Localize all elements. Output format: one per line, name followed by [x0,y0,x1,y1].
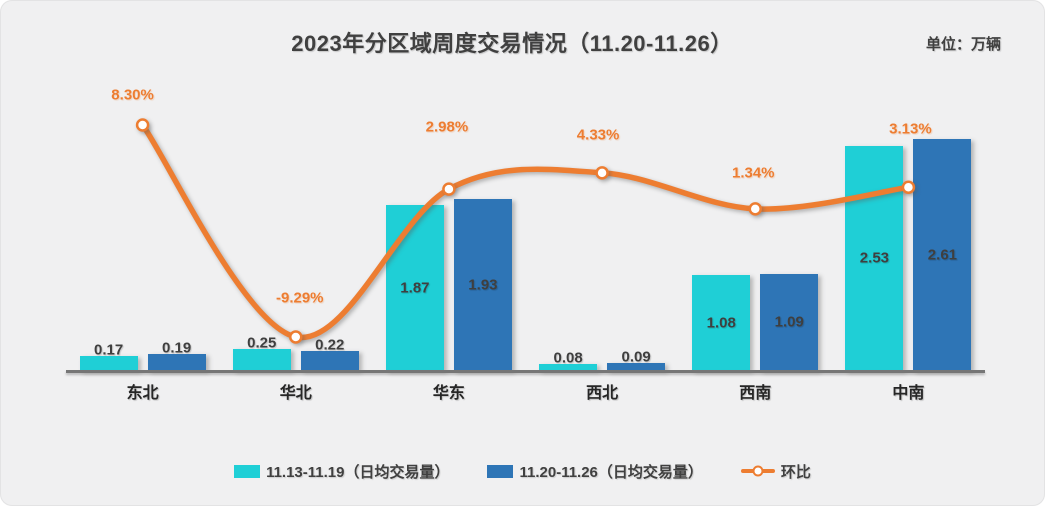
bar-series2-华北 [300,351,359,371]
legend-swatch-cyan [234,464,261,478]
line-point-marker-中南 [901,180,916,195]
pct-label-中南: 3.13% [889,120,932,138]
pct-label-西北: 4.33% [576,126,620,144]
unit-label: 单位：万辆 [925,36,1001,53]
bar-value-label: 1.93 [468,276,498,294]
legend-label-series1: 11.13-11.19（日均交易量） [266,463,450,481]
bar-value-label: 0.19 [161,339,192,357]
x-axis-line [66,370,985,373]
bar-series2-东北 [147,354,206,371]
legend-label-series2: 11.20-11.26（日均交易量） [519,463,703,481]
line-point-marker-华东 [442,182,456,196]
legend-line-marker-icon [752,465,764,477]
bar-value-label: 1.87 [400,279,430,297]
legend-line-swatch [740,465,775,477]
pct-label-华北: -9.29% [275,289,324,307]
bar-value-label: 0.08 [553,349,583,367]
legend-item-series1: 11.13-11.19（日均交易量） [234,461,449,482]
bar-series2-中南 [913,138,972,371]
line-point-marker-华北 [289,330,303,344]
pct-label-华东: 2.98% [425,118,469,136]
bar-value-label: 0.25 [247,334,277,352]
pct-label-东北: 8.30% [111,86,154,104]
category-label-中南: 中南 [892,385,925,402]
legend-label-line: 环比 [780,463,811,481]
bar-value-label: 0.09 [621,348,651,366]
legend-item-series2: 11.20-11.26（日均交易量） [487,461,703,482]
legend-item-line: 环比 [740,461,811,482]
legend: 11.13-11.19（日均交易量） 11.20-11.26（日均交易量） 环比 [0,458,1045,484]
line-point-marker-东北 [135,118,150,132]
bar-series2-西北 [607,362,666,371]
category-label-华北: 华北 [279,385,312,402]
bar-series1-东北 [79,355,138,371]
bar-value-label: 2.61 [927,246,958,264]
category-label-东北: 东北 [126,385,159,402]
bar-value-label: 2.53 [859,249,890,267]
line-point-marker-西北 [595,166,609,180]
category-label-西南: 西南 [739,385,772,402]
bar-value-label: 1.08 [706,314,736,332]
category-label-西北: 西北 [586,385,619,402]
line-point-marker-西南 [748,202,762,216]
bar-series1-华北 [232,348,291,371]
bar-series1-西北 [539,363,598,371]
legend-swatch-blue [487,464,514,478]
pct-label-西南: 1.34% [731,164,775,182]
bar-value-label: 0.17 [93,341,124,359]
bar-value-label: 0.22 [315,336,345,354]
chart-title: 2023年分区域周度交易情况（11.20-11.26） [291,31,733,56]
category-label-华东: 华东 [432,385,465,402]
bar-value-label: 1.09 [774,313,804,331]
